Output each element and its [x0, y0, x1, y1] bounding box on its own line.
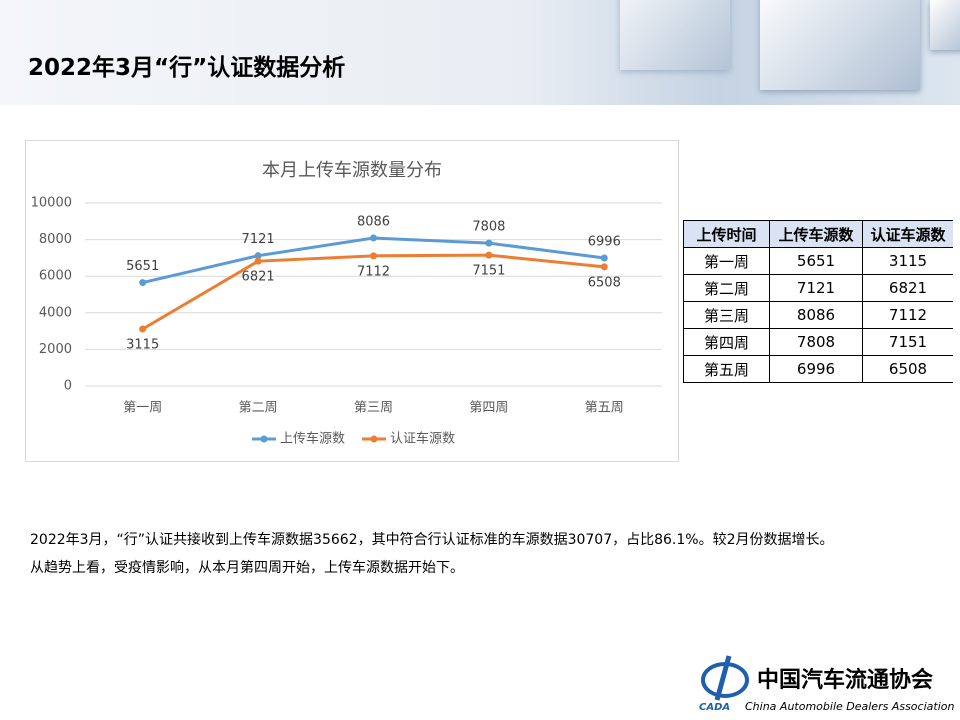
table-cell: 第四周 [683, 328, 770, 356]
logo-mark: CADA [699, 702, 730, 713]
table-header-row: 上传时间 上传车源数 认证车源数 [683, 220, 953, 248]
point [485, 251, 493, 259]
y-tick-label: 8000 [39, 232, 72, 247]
data-table: 上传时间 上传车源数 认证车源数 第一周 5651 3115 第二周 7121 6821 第三周 8… [683, 220, 953, 383]
table-cell: 6508 [862, 355, 953, 383]
table-cell: 7112 [862, 301, 953, 329]
data-label: 5651 [126, 259, 159, 274]
table-row: 第四周 7808 7151 [683, 328, 953, 356]
point [370, 252, 377, 260]
y-tick-label: 6000 [39, 269, 72, 284]
decor [620, 0, 730, 70]
data-label: 7112 [357, 264, 390, 279]
paragraph: 2022年3月，“行”认证共接收到上传车源数据35662，其中符合行认证标准的车… [30, 532, 834, 548]
point [139, 325, 147, 333]
x-tick-label: 第四周 [469, 401, 508, 416]
decor [930, 0, 960, 50]
table-cell: 第一周 [683, 247, 770, 275]
logo-english: China Automobile Dealers Association [745, 700, 954, 713]
y-tick-label: 10000 [31, 196, 72, 211]
table-cell: 7808 [769, 328, 863, 356]
data-label: 6996 [588, 234, 621, 249]
table-header-cell: 认证车源数 [862, 220, 953, 248]
point [600, 263, 608, 271]
point [254, 252, 262, 260]
data-label: 3115 [126, 337, 159, 352]
point [370, 234, 377, 242]
table-cell: 3115 [862, 247, 953, 275]
slide-title: 2022年3月“行”认证数据分析 [28, 55, 346, 81]
data-label: 7121 [242, 232, 275, 247]
data-label: 8086 [357, 215, 390, 230]
legend-label: 上传车源数 [280, 431, 345, 447]
data-label: 6508 [588, 275, 621, 290]
table-row: 第一周 5651 3115 [683, 247, 953, 275]
table-row: 第三周 8086 7112 [683, 301, 953, 329]
legend-label: 认证车源数 [390, 431, 455, 447]
table-cell: 7121 [769, 274, 863, 302]
paragraph: 从趋势上看，受疫情影响，从本月第四周开始，上传车源数据开始下。 [30, 560, 464, 576]
header-band [0, 0, 960, 105]
x-tick-label: 第三周 [354, 401, 393, 416]
point [254, 257, 262, 265]
data-label: 7151 [472, 264, 505, 279]
chart-frame [25, 140, 679, 462]
chart-title: 本月上传车源数量分布 [262, 160, 442, 181]
table-cell: 8086 [769, 301, 863, 329]
point [600, 254, 608, 262]
x-tick-label: 第二周 [239, 401, 278, 416]
x-tick-label: 第一周 [123, 401, 162, 416]
table-row: 第二周 7121 6821 [683, 274, 953, 302]
logo: CADA 中国汽车流通协会 China Automobile Dealers A… [699, 655, 954, 713]
point [139, 279, 147, 287]
table-cell: 6821 [862, 274, 953, 302]
table-header-cell: 上传车源数 [769, 220, 863, 248]
data-label: 6821 [242, 270, 275, 285]
table-cell: 第五周 [683, 355, 770, 383]
table-cell: 第二周 [683, 274, 770, 302]
table-cell: 6996 [769, 355, 863, 383]
legend-marker [370, 435, 378, 443]
table-header-cell: 上传时间 [683, 220, 770, 248]
y-tick-label: 0 [64, 379, 72, 394]
table-row: 第五周 6996 6508 [683, 355, 953, 383]
table-cell: 5651 [769, 247, 863, 275]
y-tick-label: 2000 [39, 342, 72, 357]
data-label: 7808 [472, 220, 505, 235]
table-cell: 7151 [862, 328, 953, 356]
table-cell: 第三周 [683, 301, 770, 329]
x-tick-label: 第五周 [585, 401, 624, 416]
logo-stroke [714, 655, 732, 701]
y-tick-label: 4000 [39, 305, 72, 320]
decor [760, 0, 920, 90]
logo-name: 中国汽车流通协会 [757, 667, 933, 693]
legend-marker [260, 435, 268, 443]
point [485, 239, 493, 247]
